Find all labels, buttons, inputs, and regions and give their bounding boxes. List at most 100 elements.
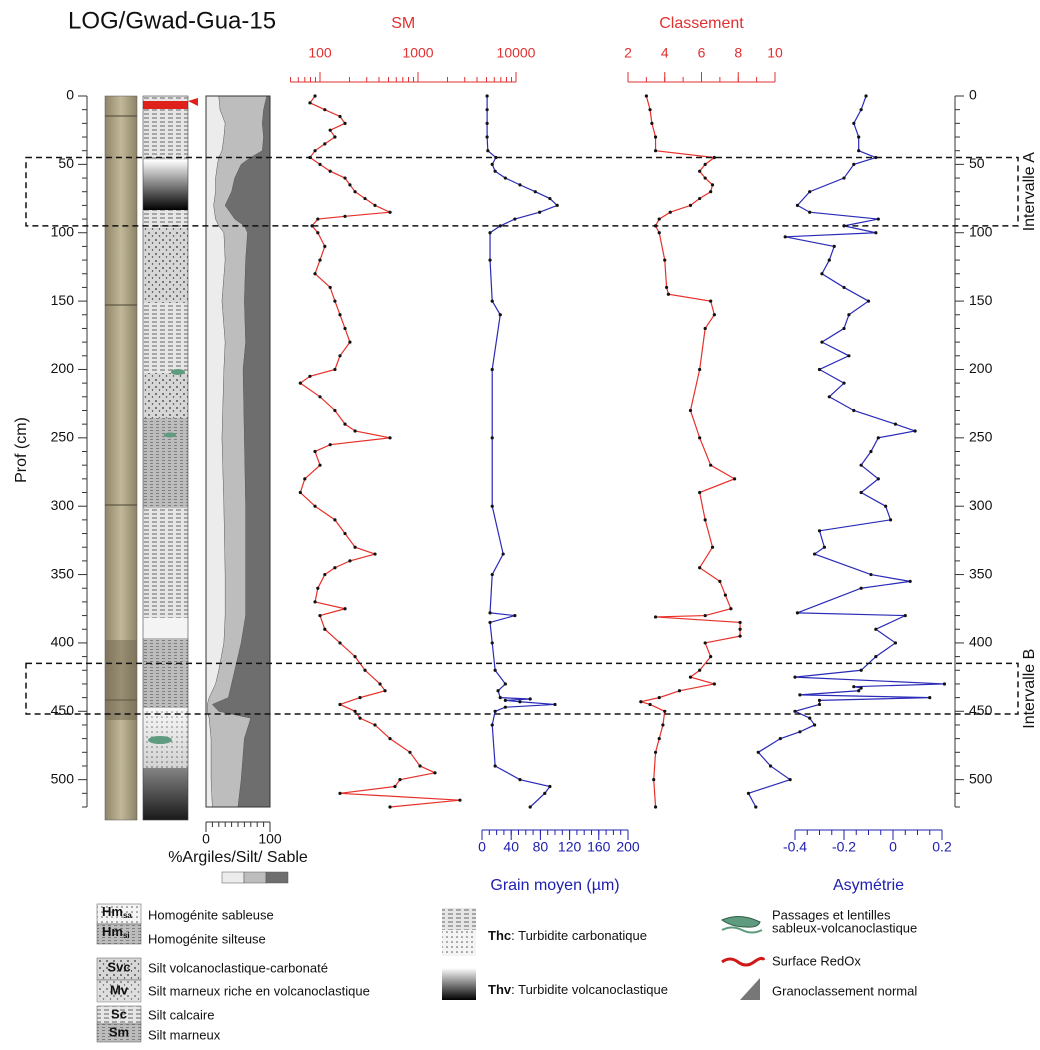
depth-tick-label: 400 xyxy=(51,634,75,650)
x-tick-label: 0.2 xyxy=(932,839,952,855)
data-point xyxy=(353,190,357,194)
data-point xyxy=(768,764,773,768)
data-point xyxy=(490,572,494,577)
data-point xyxy=(378,682,382,686)
data-point xyxy=(343,214,347,218)
data-point xyxy=(503,176,507,180)
data-point xyxy=(353,709,357,713)
x-axis-label: %Argiles/Silt/ Sable xyxy=(168,849,308,866)
data-point xyxy=(798,693,802,697)
depth-axis-label: Prof (cm) xyxy=(13,417,30,483)
data-point xyxy=(852,162,856,166)
data-point xyxy=(513,217,517,221)
data-point xyxy=(661,723,665,727)
data-point xyxy=(698,566,702,570)
depth-tick-label: 100 xyxy=(51,223,75,239)
depth-tick-label: 500 xyxy=(51,770,75,786)
data-point xyxy=(866,299,871,303)
data-point xyxy=(363,668,367,672)
data-point xyxy=(817,698,822,702)
data-point xyxy=(493,764,497,768)
data-point xyxy=(333,518,337,522)
data-point xyxy=(874,155,878,160)
legend-code: Thv xyxy=(488,982,512,997)
data-point xyxy=(528,805,532,809)
data-point xyxy=(793,675,797,679)
data-point xyxy=(493,709,497,713)
data-point xyxy=(788,778,792,782)
data-point xyxy=(323,108,327,112)
data-point xyxy=(698,436,702,440)
x-tick-label: 100 xyxy=(308,45,332,61)
data-point xyxy=(343,607,347,611)
legend-text: sableux-volcanoclastique xyxy=(772,920,917,935)
data-point xyxy=(709,654,713,659)
depth-tick-label: 400 xyxy=(969,634,993,650)
data-point xyxy=(913,429,917,433)
data-point xyxy=(318,613,322,618)
x-tick-label: -0.2 xyxy=(832,839,856,855)
panel: -0.4 -0.2 0 0.2 Asymétrie xyxy=(746,94,952,894)
data-point xyxy=(698,367,702,372)
data-point xyxy=(842,285,846,290)
data-point xyxy=(648,108,652,112)
legend-sub: sa xyxy=(123,911,132,920)
data-point xyxy=(318,395,322,399)
data-point xyxy=(712,313,716,317)
data-point xyxy=(343,121,347,125)
data-point xyxy=(373,203,377,207)
data-point xyxy=(703,176,707,180)
data-point xyxy=(842,381,846,385)
data-point xyxy=(548,784,552,789)
data-point xyxy=(718,579,722,583)
data-point xyxy=(485,121,489,125)
data-point xyxy=(398,778,402,782)
data-point xyxy=(738,627,742,631)
data-point xyxy=(338,641,342,645)
data-point xyxy=(298,381,302,385)
data-point xyxy=(859,686,863,690)
data-point xyxy=(874,627,878,631)
data-point xyxy=(490,367,494,372)
interval-label: Intervalle A xyxy=(1021,152,1038,231)
data-point xyxy=(363,196,367,201)
data-point xyxy=(698,196,702,201)
data-point xyxy=(698,169,702,173)
data-point xyxy=(663,709,667,713)
data-point xyxy=(303,477,307,481)
data-point xyxy=(709,463,713,467)
data-point xyxy=(503,698,507,702)
panel-title: SM xyxy=(391,15,415,32)
legend-texts: Hmsa Hmsi Homogénite sableuse Homogénite… xyxy=(102,904,917,1042)
data-point xyxy=(323,244,327,249)
depth-tick-label: 0 xyxy=(969,87,977,103)
data-point xyxy=(313,600,317,604)
x-tick-label: 0 xyxy=(202,831,210,847)
data-point xyxy=(859,668,863,672)
data-point xyxy=(503,705,507,709)
data-point xyxy=(316,231,320,235)
data-point xyxy=(408,750,412,754)
data-point xyxy=(754,805,758,809)
depth-tick-label: 200 xyxy=(51,360,75,376)
data-point xyxy=(859,463,863,467)
depth-tick-label: 50 xyxy=(969,155,985,171)
data-point xyxy=(538,210,542,214)
data-point xyxy=(488,620,492,625)
data-point xyxy=(657,696,661,700)
data-point xyxy=(496,689,500,693)
figure-title: LOG/Gwad-Gua-15 xyxy=(68,7,276,34)
legend-code: Hm xyxy=(102,904,123,919)
data-point xyxy=(313,272,317,276)
depth-tick-label: 300 xyxy=(969,497,993,513)
data-point xyxy=(710,183,715,187)
data-point xyxy=(827,395,831,399)
legend-text: Thv: Turbidite volcanoclastique xyxy=(488,982,668,997)
data-point xyxy=(827,258,831,262)
depth-tick-label: 350 xyxy=(969,565,993,581)
data-line xyxy=(747,95,945,808)
data-point xyxy=(498,696,502,700)
data-point xyxy=(338,114,342,119)
data-point xyxy=(501,552,505,556)
